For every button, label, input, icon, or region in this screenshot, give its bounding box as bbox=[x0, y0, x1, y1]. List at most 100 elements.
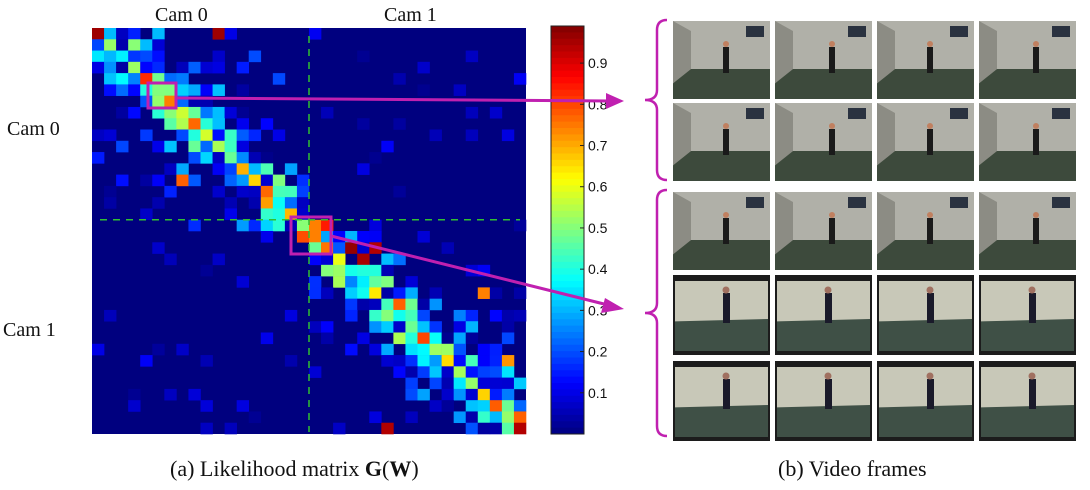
colorbar-band bbox=[551, 26, 584, 33]
colorbar-band bbox=[551, 51, 584, 59]
frame-person bbox=[1033, 129, 1039, 155]
matrix-cell bbox=[272, 129, 286, 142]
matrix-cell bbox=[176, 129, 189, 142]
matrix-cell bbox=[128, 106, 141, 119]
matrix-cell bbox=[284, 163, 298, 175]
matrix-cell bbox=[381, 343, 394, 356]
matrix-cell bbox=[441, 388, 454, 401]
colorbar-band bbox=[551, 370, 584, 378]
matrix-cell bbox=[453, 388, 467, 401]
matrix-cell bbox=[128, 388, 141, 401]
bracket-group-2 bbox=[644, 188, 668, 438]
frame-side-wall bbox=[979, 21, 997, 84]
matrix-cell bbox=[260, 185, 274, 198]
arrow-line-2 bbox=[330, 234, 613, 308]
colorbar-tick-label: 0.3 bbox=[588, 302, 608, 318]
colorbar-band bbox=[551, 421, 584, 429]
matrix-cell bbox=[489, 287, 503, 299]
matrix-cell bbox=[104, 309, 117, 322]
matrix-cell bbox=[176, 73, 189, 85]
caption-b: (b) Video frames bbox=[778, 456, 927, 481]
matrix-cell bbox=[104, 28, 117, 40]
video-frame bbox=[877, 21, 974, 99]
matrix-cell bbox=[248, 50, 262, 63]
colorbar-band bbox=[551, 325, 584, 333]
colorbar-band bbox=[551, 102, 584, 110]
matrix-cell bbox=[140, 208, 153, 221]
frame-floor bbox=[979, 151, 1076, 181]
matrix-cell bbox=[200, 355, 213, 367]
matrix-cell bbox=[477, 287, 491, 299]
frame-floor bbox=[877, 240, 974, 270]
matrix-cell bbox=[188, 388, 201, 401]
matrix-cell bbox=[260, 208, 274, 221]
matrix-cell bbox=[333, 276, 346, 288]
matrix-cell bbox=[128, 50, 141, 63]
matrix-cell bbox=[164, 95, 177, 108]
matrix-cell bbox=[429, 321, 442, 333]
matrix-cell bbox=[92, 39, 105, 51]
matrix-cell bbox=[188, 140, 201, 153]
matrix-cell bbox=[369, 219, 382, 232]
matrix-cell bbox=[152, 39, 165, 51]
frame-person-head bbox=[723, 123, 729, 129]
frame-floor bbox=[879, 405, 972, 437]
matrix-cell bbox=[369, 298, 382, 311]
colorbar-band bbox=[551, 293, 584, 301]
video-frame bbox=[775, 192, 872, 270]
colorbar-band bbox=[551, 166, 584, 174]
matrix-cell bbox=[104, 73, 117, 85]
matrix-cell bbox=[465, 377, 479, 390]
matrix-cell bbox=[224, 140, 237, 153]
colorbar-frame bbox=[550, 25, 585, 435]
matrix-cell bbox=[188, 129, 201, 142]
matrix-cell bbox=[405, 411, 418, 424]
matrix-cell bbox=[381, 321, 394, 333]
matrix-cell bbox=[188, 61, 201, 74]
matrix-cell bbox=[441, 377, 454, 390]
colorbar-band bbox=[551, 268, 584, 276]
matrix-cell bbox=[200, 95, 213, 108]
matrix-cell bbox=[212, 84, 225, 96]
matrix-cell bbox=[489, 422, 503, 435]
matrix-cell bbox=[92, 343, 105, 356]
colorbar-band bbox=[551, 140, 584, 148]
frame-person bbox=[829, 47, 835, 73]
matrix-cell bbox=[345, 231, 358, 243]
matrix-cell bbox=[284, 355, 298, 367]
frame-floor bbox=[673, 240, 770, 270]
colorbar-band bbox=[551, 408, 584, 416]
frame-floor bbox=[775, 240, 872, 270]
matrix-cell bbox=[381, 355, 394, 367]
matrix-cell bbox=[309, 242, 322, 254]
matrix-cell bbox=[441, 332, 454, 345]
frame-person bbox=[1029, 293, 1036, 323]
matrix-cell bbox=[104, 61, 117, 74]
matrix-cell bbox=[369, 309, 382, 322]
frame-person bbox=[1033, 218, 1039, 244]
video-frame bbox=[673, 275, 770, 355]
colorbar-band bbox=[551, 204, 584, 212]
frame-floor bbox=[777, 319, 870, 351]
arrow-head-1 bbox=[606, 93, 624, 109]
video-frame bbox=[775, 361, 872, 441]
frame-person-head bbox=[927, 41, 933, 47]
matrix-cell bbox=[321, 242, 334, 254]
matrix-cell bbox=[152, 95, 165, 108]
frame-side-wall bbox=[877, 192, 895, 255]
frame-floor bbox=[981, 405, 1074, 437]
matrix-cell bbox=[236, 61, 250, 74]
matrix-cell bbox=[116, 39, 129, 51]
colorbar-band bbox=[551, 77, 584, 84]
matrix-cell bbox=[489, 309, 503, 322]
matrix-cell bbox=[417, 343, 430, 356]
colorbar-band bbox=[551, 134, 584, 142]
matrix-cell bbox=[296, 174, 310, 187]
frame-person bbox=[723, 218, 729, 244]
frame-side-wall bbox=[877, 103, 895, 166]
matrix-cell bbox=[465, 129, 479, 142]
matrix-cell bbox=[128, 73, 141, 85]
matrix-cell bbox=[272, 73, 286, 85]
matrix-cell bbox=[513, 400, 527, 412]
frame-person bbox=[1029, 379, 1036, 409]
